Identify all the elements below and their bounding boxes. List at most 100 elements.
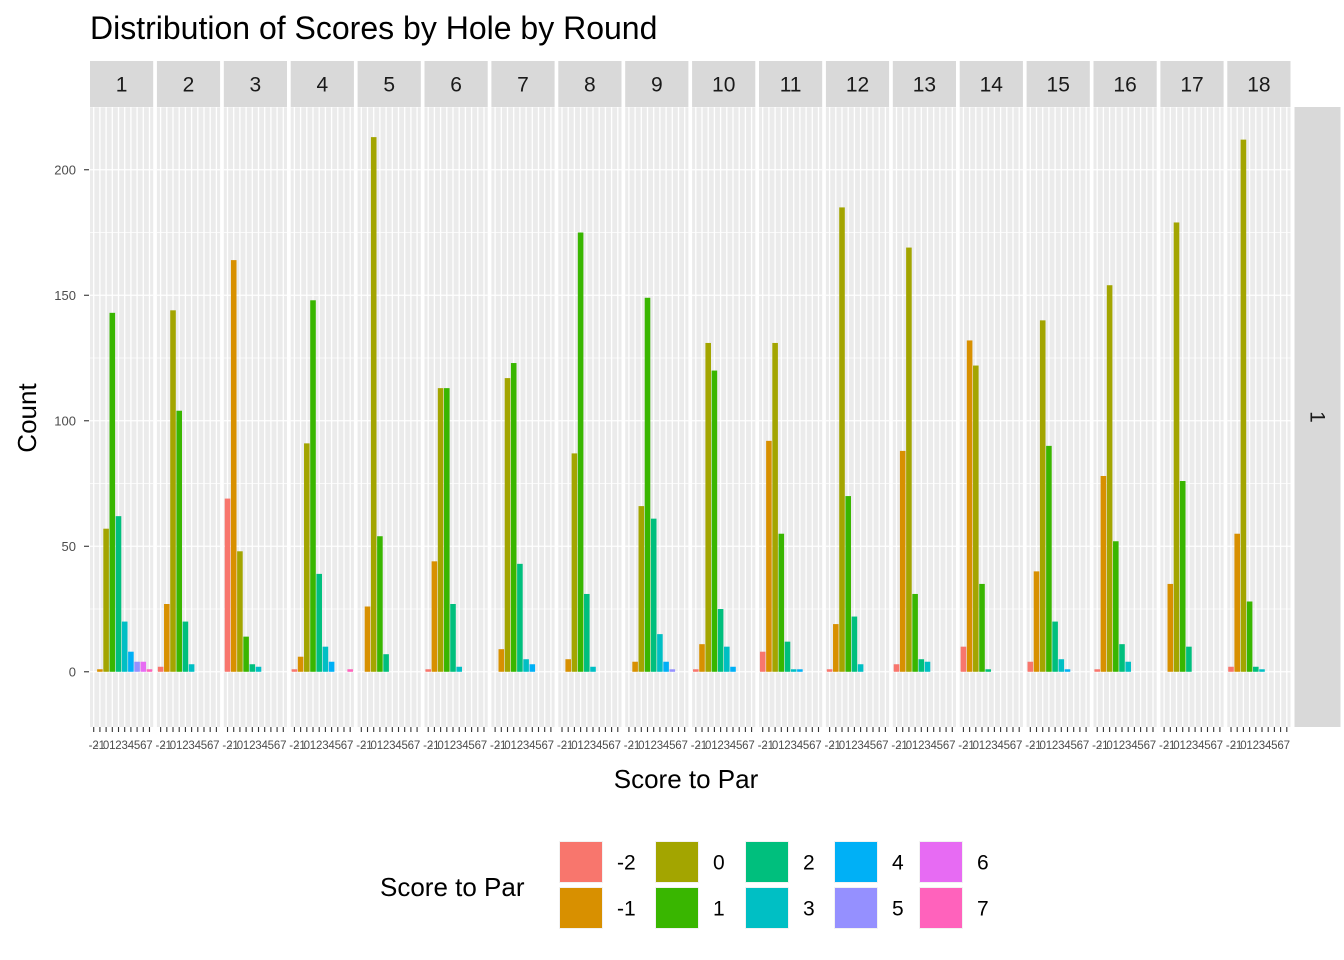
panel-hole-4: 4-2-10 1 2 3 4 5 6 7	[289, 61, 354, 752]
panel-hole-14: 14 -2-10 1 2 3 4 5 6 7	[958, 61, 1023, 752]
x-tick-label: 3	[991, 740, 997, 752]
facet-strip	[759, 61, 823, 107]
panel-hole-16: 16 -2-10 1 2 3 4 5 6 7	[1092, 61, 1157, 752]
bar-hole-14-score-0	[973, 365, 979, 672]
x-tick-label: -1	[898, 740, 908, 752]
bar-hole-1-score-1	[109, 312, 116, 672]
panel-hole-17: 17 -2-10 1 2 3 4 5 6 7	[1159, 61, 1224, 752]
facet-strip	[1093, 61, 1157, 107]
x-tick-label: 3	[1125, 740, 1131, 752]
row-strip-label: 1	[1306, 411, 1329, 423]
x-tick-label: -1	[429, 740, 439, 752]
x-tick-label: 1	[1046, 740, 1052, 752]
bar-hole-1-score-2	[115, 516, 122, 672]
y-tick-label: 200	[54, 162, 76, 177]
facet-strip	[825, 61, 890, 107]
bar-hole-10-score-2	[717, 609, 724, 672]
x-tick-label: 0	[1240, 740, 1246, 752]
x-tick-label: -1	[162, 740, 172, 752]
bar-hole-10-score--2	[693, 669, 699, 672]
x-tick-label: -2	[958, 740, 968, 752]
bar-hole-8-score--1	[565, 659, 572, 672]
x-tick-label: 4	[128, 740, 135, 752]
panel-hole-3: 3-2-10 1 2 3 4 5 6 7	[222, 61, 287, 752]
facet-strip	[357, 61, 421, 107]
x-tick-label: 4	[663, 740, 670, 752]
bar-hole-8-score-0	[571, 453, 578, 672]
bar-hole-4-score--1	[297, 656, 304, 672]
bar-hole-7-score-4	[529, 664, 536, 672]
x-tick-label: -1	[95, 740, 105, 752]
x-tick-label: 5	[1070, 740, 1076, 752]
x-tick-label: 0	[103, 740, 109, 752]
x-tick-label: 6	[1277, 740, 1283, 752]
legend-key-swatch	[835, 842, 877, 882]
panel-hole-15: 15 -2-10 1 2 3 4 5 6 7	[1025, 61, 1090, 752]
facet-panels: 1-2-10 1 2 3 4 5 6 72-2-10 1 2 3 4 5 6 73-2-10 1 2 3 4 5 6 74…	[89, 61, 1291, 752]
panel-hole-2: 2-2-10 1 2 3 4 5 6 7	[156, 61, 221, 752]
legend-key-swatch	[656, 888, 698, 928]
bar-hole-15-score--2	[1027, 661, 1034, 672]
y-tick-label: 150	[54, 288, 76, 303]
x-tick-label: -2	[89, 740, 99, 752]
facet-strip	[625, 61, 689, 107]
x-tick-label: 6	[408, 740, 414, 752]
bar-hole-10-score-0	[705, 342, 711, 672]
x-tick-label: 6	[608, 740, 614, 752]
bar-hole-12-score-1	[845, 496, 851, 672]
x-tick-label: 7	[815, 740, 821, 752]
facet-strip	[90, 61, 154, 107]
facet-strip	[1160, 61, 1224, 107]
x-tick-label: 0	[437, 740, 443, 752]
x-tick-label: 0	[304, 740, 310, 752]
facet-strip-label: 18	[1247, 74, 1270, 97]
bar-hole-8-score-1	[577, 232, 584, 672]
bar-hole-16-score-3	[1125, 661, 1131, 672]
x-tick-label: 2	[182, 740, 188, 752]
bar-hole-1-score-0	[103, 528, 109, 672]
bar-hole-5-score--1	[364, 606, 371, 672]
x-tick-label: 1	[711, 740, 717, 752]
bar-hole-14-score--2	[960, 646, 967, 672]
x-tick-label: -2	[557, 740, 567, 752]
x-tick-label: 3	[1058, 740, 1064, 752]
bar-hole-7-score-3	[523, 659, 529, 672]
facet-strip-label: 9	[651, 74, 663, 97]
facet-strip	[223, 61, 287, 107]
bar-hole-4-score--2	[291, 669, 298, 672]
x-tick-label: 6	[876, 740, 882, 752]
panel-hole-6: 6-2-10 1 2 3 4 5 6 7	[423, 61, 488, 752]
x-tick-label: 2	[650, 740, 656, 752]
legend: Score to Par -2 -1 0 1 2 3 4 5 6 7	[380, 841, 989, 929]
x-tick-label: 7	[213, 740, 219, 752]
facet-strip-label: 6	[450, 74, 462, 97]
x-tick-label: 4	[195, 740, 202, 752]
bar-hole-10-score--1	[699, 644, 705, 672]
x-tick-label: 3	[389, 740, 395, 752]
facet-strip	[692, 61, 756, 107]
x-tick-label: -1	[964, 740, 974, 752]
x-tick-label: 5	[669, 740, 675, 752]
x-tick-label: 2	[918, 740, 924, 752]
bar-hole-15-score-1	[1046, 445, 1052, 672]
bar-hole-10-score-4	[730, 666, 736, 672]
x-tick-label: 5	[535, 740, 541, 752]
x-tick-label: -1	[1031, 740, 1041, 752]
y-axis: 0 50 100 150 200	[54, 162, 89, 679]
x-tick-label: 7	[1083, 740, 1089, 752]
bar-hole-18-score--2	[1228, 666, 1234, 672]
bar-hole-16-score-0	[1106, 285, 1113, 672]
x-tick-label: 5	[870, 740, 876, 752]
legend-key-swatch	[835, 888, 877, 928]
bar-hole-11-score-1	[778, 533, 785, 672]
panel-hole-7: 7-2-10 1 2 3 4 5 6 7	[490, 61, 555, 752]
x-tick-label: 7	[882, 740, 888, 752]
bar-hole-1-score-3	[121, 621, 128, 672]
facet-strip-label: 1	[116, 74, 128, 97]
panel-hole-8: 8 -2-10 1 2 3 4 5 6 7	[557, 61, 622, 752]
x-tick-label: -2	[758, 740, 768, 752]
x-tick-label: 5	[468, 740, 474, 752]
x-tick-label: -1	[1232, 740, 1242, 752]
panel-hole-1: 1-2-10 1 2 3 4 5 6 7	[89, 61, 154, 752]
facet-strip-label: 11	[780, 74, 802, 97]
